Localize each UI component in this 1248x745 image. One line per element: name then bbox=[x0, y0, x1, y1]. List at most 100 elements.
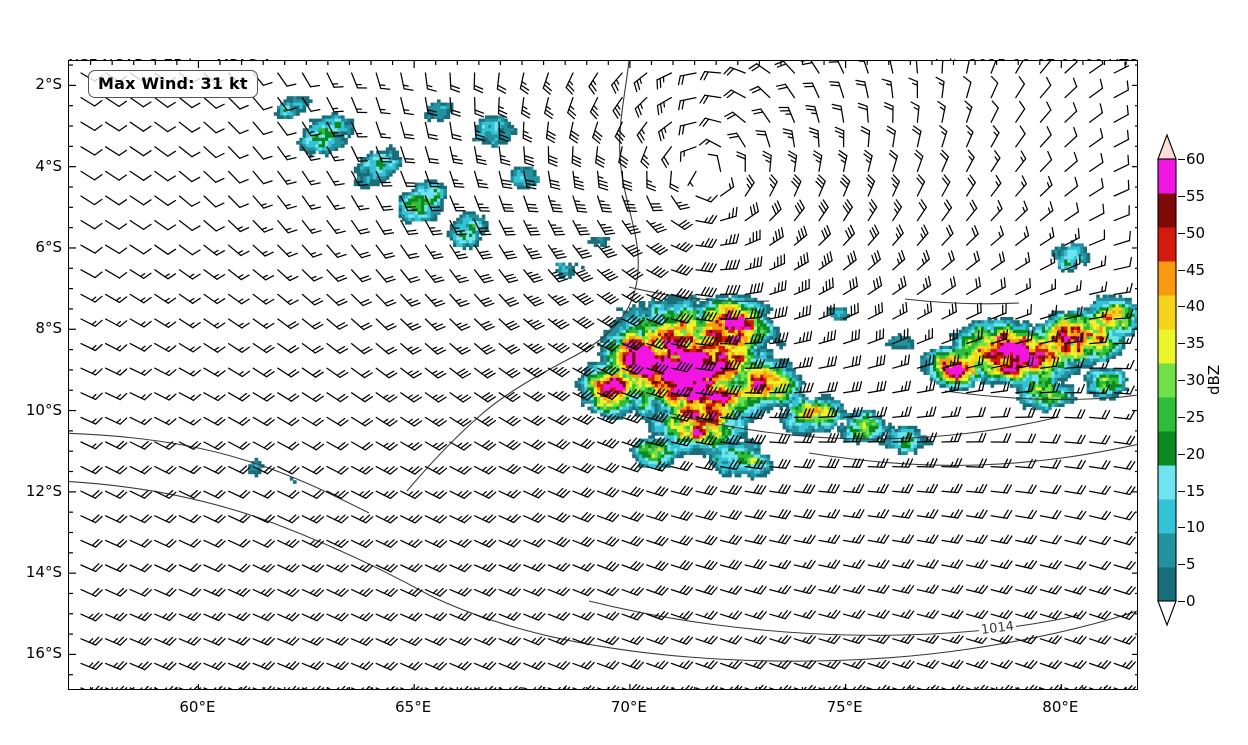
wind-barb bbox=[572, 636, 595, 646]
wind-barb bbox=[547, 439, 571, 450]
wind-barb bbox=[227, 244, 250, 257]
wind-barb bbox=[350, 195, 370, 211]
wind-barb bbox=[523, 512, 546, 523]
wind-barb bbox=[793, 659, 817, 670]
max-wind-annotation: Max Wind: 31 kt bbox=[88, 70, 258, 98]
wind-barb bbox=[719, 635, 743, 645]
wind-barb bbox=[227, 170, 249, 184]
wind-barb bbox=[424, 441, 448, 451]
wind-barb bbox=[547, 660, 571, 670]
wind-barb bbox=[719, 206, 738, 222]
wind-barb bbox=[1113, 359, 1135, 370]
wind-barb bbox=[916, 458, 938, 468]
wind-barb bbox=[670, 535, 694, 546]
wind-barb bbox=[719, 284, 741, 296]
wind-barb bbox=[1064, 151, 1078, 173]
wind-barb bbox=[818, 199, 829, 222]
wind-barb bbox=[818, 355, 838, 369]
wind-barb bbox=[670, 411, 693, 422]
wind-barb bbox=[80, 342, 103, 352]
wind-barb bbox=[572, 195, 588, 213]
wind-barb bbox=[326, 146, 345, 162]
wind-barb bbox=[744, 307, 765, 320]
wind-barb bbox=[523, 318, 545, 331]
wind-barb bbox=[473, 416, 497, 427]
wind-barb bbox=[400, 146, 416, 164]
wind-barb bbox=[636, 121, 648, 144]
wind-barb bbox=[572, 660, 595, 670]
wind-barb bbox=[449, 293, 470, 308]
wind-barb bbox=[719, 559, 743, 570]
wind-barb bbox=[744, 409, 766, 420]
wind-barb bbox=[523, 562, 546, 572]
wind-barb bbox=[965, 559, 988, 569]
wind-barb bbox=[572, 244, 592, 259]
wind-barb bbox=[793, 684, 817, 689]
wind-barb bbox=[567, 96, 577, 120]
wind-barb bbox=[769, 383, 790, 394]
wind-barb bbox=[400, 514, 423, 524]
wind-barb bbox=[1064, 228, 1080, 246]
wind-barb bbox=[104, 538, 128, 548]
wind-barb bbox=[449, 146, 464, 165]
wind-barb bbox=[375, 170, 393, 187]
wind-barb bbox=[1039, 382, 1060, 394]
wind-barb bbox=[793, 304, 812, 320]
wind-barb bbox=[699, 70, 722, 81]
wind-barb bbox=[867, 380, 887, 394]
wind-barb bbox=[523, 391, 546, 402]
wind-barb bbox=[990, 381, 1010, 394]
wind-barb bbox=[818, 659, 841, 670]
wind-barb bbox=[744, 359, 766, 369]
wind-barb bbox=[1113, 460, 1136, 470]
wind-barb bbox=[941, 509, 964, 519]
wind-barb bbox=[793, 433, 815, 444]
wind-barb bbox=[596, 660, 620, 670]
wind-barb bbox=[1039, 509, 1062, 520]
wind-barb bbox=[1039, 150, 1053, 173]
wind-barb bbox=[424, 416, 447, 427]
wind-barb bbox=[1039, 356, 1060, 369]
wind-barb bbox=[498, 342, 521, 355]
wind-barb bbox=[769, 458, 791, 469]
wind-barb bbox=[646, 170, 656, 192]
wind-barb bbox=[104, 661, 128, 671]
wind-barb bbox=[572, 587, 595, 597]
wind-barb bbox=[129, 146, 152, 157]
wind-barb bbox=[449, 72, 461, 93]
wind-barb bbox=[252, 269, 275, 281]
wind-barb bbox=[892, 584, 915, 594]
wind-barb bbox=[867, 250, 881, 271]
wind-barb bbox=[618, 146, 629, 169]
wind-barb bbox=[695, 286, 717, 298]
wind-barb bbox=[1015, 175, 1027, 197]
wind-barb bbox=[1088, 535, 1112, 546]
wind-barb bbox=[646, 585, 669, 596]
wind-barb bbox=[867, 406, 888, 419]
wind-barb bbox=[744, 610, 767, 620]
wind-barb bbox=[277, 244, 298, 258]
wind-barb bbox=[908, 77, 919, 99]
wind-barb bbox=[252, 587, 275, 597]
wind-barb bbox=[744, 174, 755, 197]
wind-barb bbox=[400, 661, 423, 671]
wind-barb bbox=[886, 125, 896, 148]
wind-barb bbox=[227, 685, 251, 689]
wind-barb bbox=[1088, 485, 1111, 495]
wind-barb bbox=[227, 342, 251, 353]
wind-barb bbox=[424, 636, 448, 646]
wind-barb bbox=[656, 96, 673, 116]
wind-barb bbox=[867, 659, 890, 670]
wind-barb bbox=[621, 586, 644, 596]
wind-barb bbox=[892, 301, 908, 320]
wind-barb bbox=[646, 510, 669, 522]
wind-barb bbox=[670, 510, 694, 521]
wind-barb bbox=[129, 195, 152, 206]
wind-barb bbox=[522, 121, 533, 143]
wind-barb bbox=[1015, 509, 1038, 520]
wind-barb bbox=[80, 195, 103, 206]
wind-barb bbox=[252, 244, 274, 257]
wind-barb bbox=[990, 303, 1007, 320]
wind-barb bbox=[326, 441, 349, 451]
wind-barb bbox=[523, 219, 541, 236]
